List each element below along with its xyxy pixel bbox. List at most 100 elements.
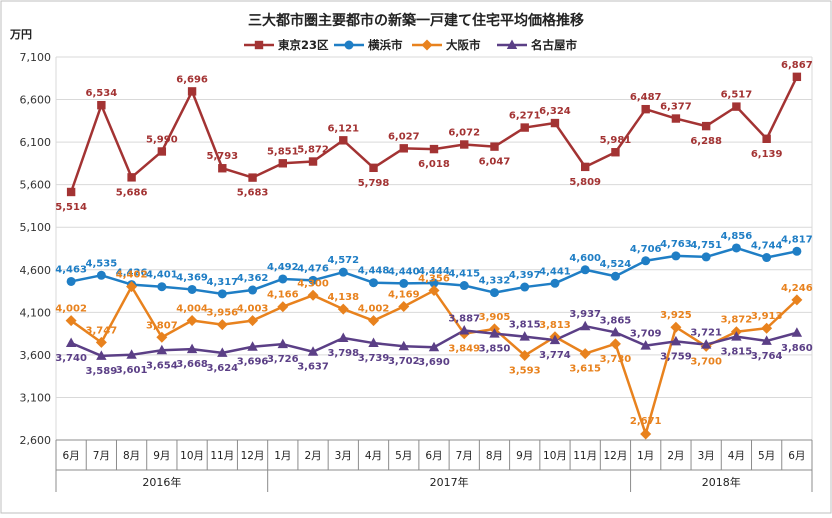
year-group-label: 2016年 [142,475,181,489]
data-label: 3,696 [237,357,269,368]
data-label: 4,448 [358,266,390,277]
x-tick-label: 6月 [63,450,80,462]
data-point [791,294,803,306]
data-label: 3,702 [388,356,420,367]
x-tick-label: 2月 [667,450,684,462]
data-point [489,328,500,338]
data-point [307,289,319,301]
data-point [671,251,681,261]
data-point [277,301,289,313]
y-tick-label: 3,100 [20,391,52,404]
data-label: 5,981 [600,135,632,146]
y-tick-label: 5,100 [20,221,52,234]
data-label: 4,744 [751,241,783,252]
data-label: 3,913 [751,311,783,322]
data-label: 6,696 [176,74,208,85]
x-tick-label: 12月 [604,450,628,462]
data-label: 3,690 [418,357,450,368]
data-point [640,428,652,440]
data-point [157,282,167,292]
x-tick-label: 7月 [456,450,473,462]
data-label: 3,849 [448,344,480,355]
data-point [610,271,620,281]
data-point [490,142,499,151]
data-point [278,159,287,168]
data-point [126,281,138,293]
data-label: 5,872 [297,145,329,156]
data-point [247,315,259,327]
data-point [731,331,742,341]
data-point [398,300,410,312]
data-point [611,148,620,157]
data-label: 4,524 [600,259,632,270]
data-point [732,102,741,111]
data-label: 5,793 [206,151,238,162]
data-label: 4,169 [388,289,420,300]
data-point [549,334,561,345]
year-group-label: 2018年 [702,475,741,489]
data-label: 3,654 [146,360,178,371]
y-tick-label: 4,100 [20,306,52,319]
legend-swatch-marker [344,40,354,50]
data-label: 4,415 [448,269,480,280]
data-point [610,326,621,337]
data-label: 4,706 [630,244,662,255]
data-label: 5,990 [146,134,178,145]
data-label: 4,317 [206,277,238,288]
data-label: 5,686 [116,187,148,198]
legend-entry: 横浜市 [368,38,403,52]
data-point [308,275,318,285]
series-markers [65,72,803,440]
data-label: 4,535 [86,258,118,269]
data-point [338,332,349,343]
data-label: 4,246 [781,283,813,294]
data-point [609,338,621,350]
data-point [520,123,529,132]
data-label: 3,739 [358,353,390,364]
data-label: 4,763 [660,239,692,250]
x-tick-label: 4月 [365,450,382,462]
y-axis: 2,600 3,100 3,600 4,100 4,600 5,100 5,600 6,100… [20,51,52,447]
chart-title: 三大都市圏主要都市の新築一戸建て住宅平均価格推移 [248,12,584,29]
data-point [762,253,772,263]
data-point [792,72,802,82]
data-point [429,144,439,154]
x-tick-label: 6月 [425,450,442,462]
data-label: 2,671 [630,416,662,427]
data-point [369,163,378,173]
data-point [791,327,803,337]
x-tick-label: 4月 [728,450,745,462]
data-label: 4,817 [781,234,813,245]
data-label: 4,002 [358,304,390,315]
data-point [126,349,137,359]
data-point [339,136,348,145]
legend-entry: 大阪市 [446,38,481,52]
x-tick-label: 11月 [210,450,234,462]
data-point [701,121,711,131]
data-label: 3,905 [479,312,511,323]
data-point [127,173,136,182]
data-point [792,246,802,256]
data-point [670,321,682,333]
data-point [641,104,650,114]
x-tick-label: 7月 [93,450,110,462]
data-label: 5,809 [569,177,601,188]
data-point [762,134,771,143]
x-tick-label: 3月 [698,450,715,462]
x-tick-label: 8月 [486,450,503,462]
data-label: 3,815 [509,320,541,331]
data-label: 4,492 [267,262,299,273]
data-labels: 5,514 6,534 5,686 5,990 6,696 5,793 5,683 5,851… [55,60,812,427]
data-point [369,278,379,288]
data-label: 4,166 [267,290,299,301]
data-point [761,335,772,345]
data-point [459,281,469,291]
data-label: 3,774 [539,350,571,361]
data-point [186,315,198,327]
data-label: 3,740 [55,353,87,364]
data-label: 4,751 [690,240,722,251]
data-point [519,331,530,341]
year-group-label: 2017年 [430,475,469,489]
